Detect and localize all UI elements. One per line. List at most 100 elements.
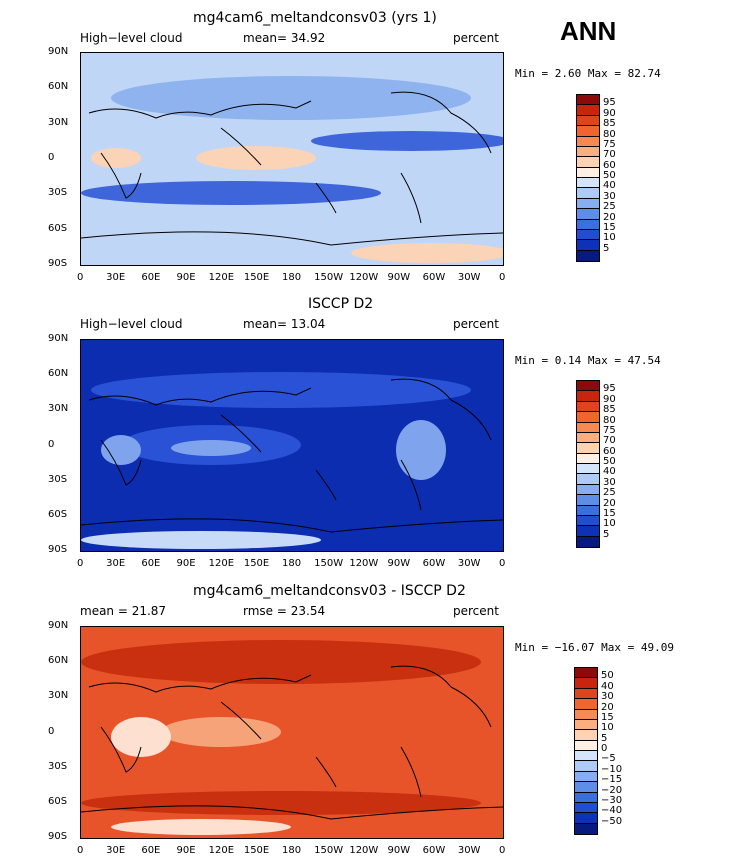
color-bar-segment (577, 453, 599, 464)
color-bar-segment (575, 699, 597, 710)
latitude-tick-label: 60S (48, 222, 68, 234)
color-bar-label: 75 (603, 424, 616, 436)
color-bar-segment (575, 751, 597, 762)
units-label: percent (453, 31, 499, 45)
field-subtropic-east (311, 131, 503, 151)
color-bar-label: 20 (603, 211, 616, 223)
longitude-tick-label: 30W (457, 558, 481, 569)
units-label: percent (453, 604, 499, 618)
latitude-tick-label: 30N (48, 403, 69, 415)
mean-label: mean= 13.04 (243, 317, 326, 331)
field-amazon (396, 420, 446, 480)
color-bar-label: 25 (603, 201, 616, 213)
longitude-tick-label: 0 (499, 845, 506, 856)
color-bar-segment (577, 188, 599, 199)
color-bar-label: −40 (601, 805, 623, 817)
latitude-tick-label: 60S (48, 795, 68, 807)
color-bar-segment (577, 381, 599, 392)
color-bar-segment (577, 412, 599, 423)
longitude-tick-label: 120E (208, 558, 235, 569)
color-bar-label: 0 (601, 743, 608, 754)
field-antarctic (351, 243, 503, 263)
color-bar-label: 15 (601, 711, 614, 723)
longitude-tick-label: 120E (208, 845, 235, 856)
color-bar-segment (577, 474, 599, 485)
color-bar-segment (575, 709, 597, 720)
field-midlat-north (111, 76, 471, 120)
map-field (81, 53, 503, 265)
minmax-label: Min = 0.14 Max = 47.54 (515, 354, 661, 367)
latitude-tick-label: 90N (48, 620, 69, 631)
color-bar-segment (575, 813, 597, 824)
latitude-tick-label: 90N (48, 46, 69, 57)
color-bar-label: 30 (601, 691, 614, 703)
panel-title: mg4cam6_meltandconsv03 (yrs 1) (193, 10, 437, 26)
map-plot (80, 626, 504, 839)
longitude-tick-label: 0 (499, 558, 506, 569)
color-bar-label: 30 (603, 476, 616, 488)
color-bar-segment (575, 802, 597, 814)
color-bar-label: −5 (601, 753, 616, 765)
color-bar-label: 70 (603, 149, 616, 161)
color-bar-label: 15 (603, 507, 616, 519)
map-plot (80, 52, 504, 266)
color-bar-label: 85 (603, 404, 616, 416)
color-bar-segment (575, 771, 597, 783)
color-bar-label: 85 (603, 118, 616, 130)
color-bar-segment (577, 126, 599, 137)
color-bar-segment (577, 209, 599, 220)
longitude-tick-label: 90E (176, 558, 196, 569)
color-bar-label: 75 (603, 138, 616, 150)
longitude-tick-label: 60W (422, 845, 446, 856)
color-bar-label: 80 (603, 414, 616, 426)
color-bar-segment (575, 688, 597, 700)
color-bar-segment (577, 178, 599, 189)
color-bar-segment (577, 105, 599, 116)
color-bar-segment (577, 250, 599, 261)
color-bar-label: 95 (603, 97, 616, 109)
color-bar-segment (577, 536, 599, 547)
color-bar-label: 5 (603, 242, 610, 254)
color-bar-segment (577, 505, 599, 516)
field-africa (111, 717, 171, 757)
longitude-tick-label: 60E (141, 845, 161, 856)
longitude-tick-label: 180 (282, 558, 302, 569)
coastlines (81, 91, 503, 246)
longitude-tick-label: 180 (282, 845, 302, 856)
color-bar-segment (577, 115, 599, 127)
color-bar-label: 90 (603, 107, 616, 119)
longitude-tick-label: 60W (422, 272, 446, 283)
longitude-tick-label: 180 (282, 272, 302, 283)
longitude-tick-label: 90W (387, 558, 411, 569)
rmse-label: rmse = 23.54 (243, 604, 326, 618)
longitude-tick-label: 120W (349, 845, 379, 856)
color-bar-label: −50 (601, 815, 623, 827)
latitude-tick-label: 30S (48, 473, 68, 485)
color-bar-label: 5 (603, 528, 610, 540)
field-africa (101, 435, 141, 465)
color-bar-label: −10 (601, 763, 623, 775)
longitude-tick-label: 0 (499, 272, 506, 283)
latitude-tick-label: 30S (48, 187, 68, 199)
color-bar-label: 10 (603, 232, 616, 244)
latitude-tick-label: 0 (48, 152, 55, 163)
latitude-tick-label: 60N (48, 81, 69, 93)
coastlines (81, 378, 503, 533)
latitude-tick-label: 0 (48, 725, 55, 737)
map-plot (80, 339, 504, 552)
map-field (81, 340, 503, 551)
units-label: percent (453, 317, 499, 331)
color-bar-segment (575, 792, 597, 803)
color-bar-segment (577, 157, 599, 168)
color-bar-segment (577, 443, 599, 454)
color-bar-label: 10 (603, 518, 616, 530)
color-bar-label: 10 (601, 722, 614, 734)
mean-label: mean = 21.87 (80, 604, 167, 618)
variable-label: High−level cloud (80, 317, 183, 331)
color-bar-segment (575, 782, 597, 793)
longitude-tick-label: 0 (77, 558, 84, 569)
color-bar-segment (577, 146, 599, 158)
color-bar-segment (575, 823, 597, 834)
color-bar-segment (577, 515, 599, 527)
color-bar-segment (577, 95, 599, 106)
